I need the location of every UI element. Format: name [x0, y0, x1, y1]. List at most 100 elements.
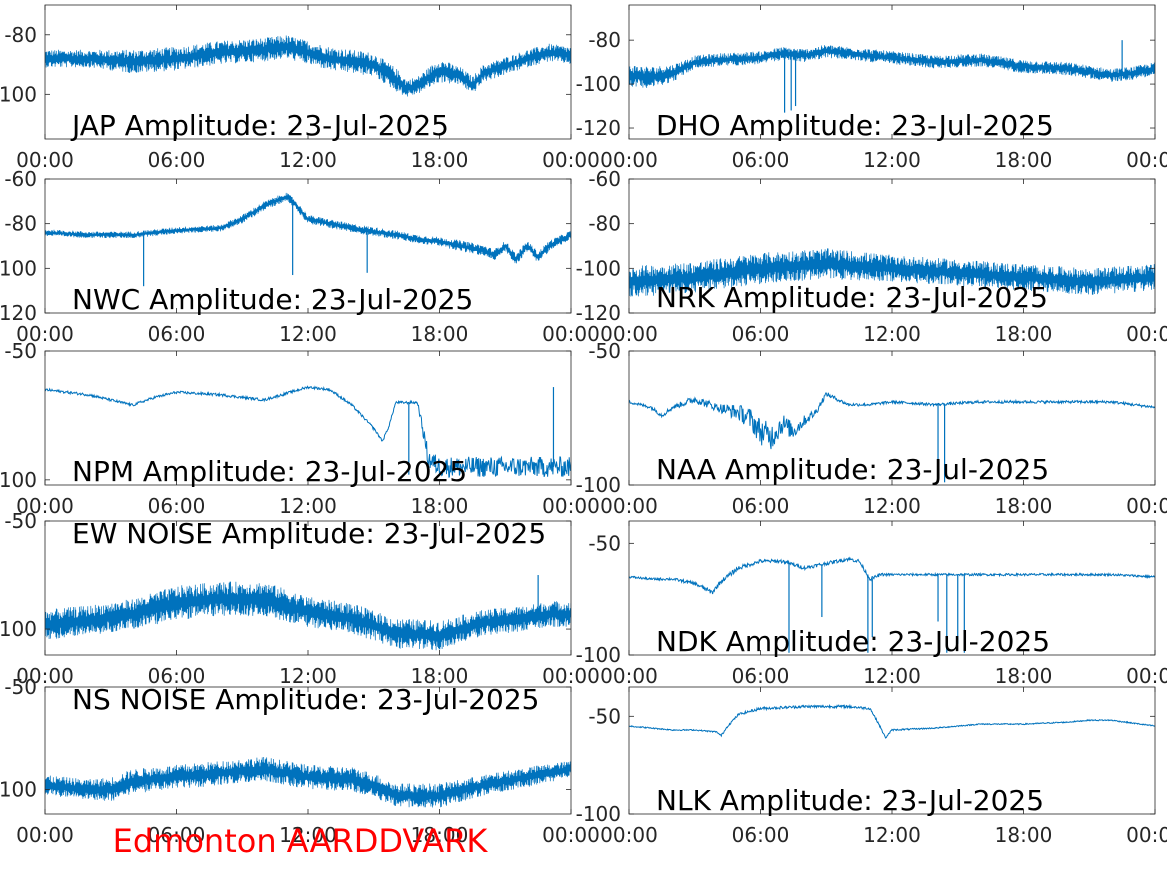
y-tick-label: -50	[4, 675, 37, 699]
y-tick-label: -80	[588, 28, 621, 52]
y-tick-label: 120	[0, 301, 37, 325]
x-tick-label: 06:00	[148, 322, 206, 346]
panel-2: 00:00 06:00 12:00 18:00 00:00 -80 -100 -120 DHO …	[576, 4, 1167, 172]
x-tick-label: 00:00	[1126, 823, 1167, 847]
series-line-5-1	[45, 385, 571, 478]
y-tick-label: -80	[4, 212, 37, 236]
y-tick-label: -100	[576, 643, 621, 667]
y-tick-label: -60	[4, 167, 37, 191]
x-tick-label: 12:00	[863, 148, 921, 172]
series-line-4-1	[629, 248, 1155, 297]
x-tick-label: 12:00	[279, 322, 337, 346]
panel-title: DHO Amplitude: 23-Jul-2025	[656, 109, 1054, 142]
y-tick-label: -120	[576, 116, 621, 140]
x-tick-label: 00:00	[542, 823, 600, 847]
x-tick-label: 06:00	[732, 823, 790, 847]
y-tick-label: -100	[576, 72, 621, 96]
panel-title: NLK Amplitude: 23-Jul-2025	[656, 784, 1044, 817]
x-tick-label: 06:00	[148, 823, 206, 847]
series-line-8-1	[629, 556, 1155, 595]
y-tick-label: -50	[588, 704, 621, 728]
x-tick-label: 18:00	[995, 494, 1053, 518]
x-tick-label: 00:00	[600, 823, 658, 847]
x-tick-label: 12:00	[279, 823, 337, 847]
y-tick-label: 100	[0, 82, 37, 106]
x-tick-label: 00:00	[16, 494, 74, 518]
y-tick-label: -50	[588, 531, 621, 555]
series-line-2-1	[629, 45, 1155, 89]
y-tick-label: -50	[4, 339, 37, 363]
x-tick-label: 00:00	[542, 148, 600, 172]
x-tick-label: 18:00	[995, 148, 1053, 172]
y-tick-label: 100	[0, 468, 37, 492]
panel-6: 00:00 06:00 12:00 18:00 00:00 -50 -100 NAA Ampl…	[576, 339, 1167, 518]
x-tick-label: 18:00	[995, 664, 1053, 688]
panel-5: 00:00 06:00 12:00 18:00 00:00 -50 100 NPM Ampli…	[0, 339, 600, 518]
x-tick-label: 18:00	[995, 322, 1053, 346]
panel-8: 00:00 06:00 12:00 18:00 00:00 -50 -100 NDK Ampl…	[576, 520, 1167, 688]
x-tick-label: 00:00	[542, 494, 600, 518]
y-tick-label: -80	[588, 212, 621, 236]
x-tick-label: 00:00	[1126, 322, 1167, 346]
x-tick-label: 18:00	[411, 322, 469, 346]
panel-7: 00:00 06:00 12:00 18:00 00:00 -50 100 EW NOISE …	[0, 509, 600, 688]
x-tick-label: 00:00	[542, 322, 600, 346]
x-tick-label: 00:00	[600, 494, 658, 518]
y-tick-label: 100	[0, 617, 37, 641]
y-tick-label: -100	[576, 802, 621, 826]
x-tick-label: 00:00	[600, 322, 658, 346]
x-tick-label: 00:00	[1126, 664, 1167, 688]
panel-title: NAA Amplitude: 23-Jul-2025	[656, 453, 1049, 486]
panel-1: 00:00 06:00 12:00 18:00 00:00 -80 100 JAP Ampli…	[0, 4, 600, 172]
x-tick-label: 00:00	[600, 148, 658, 172]
series-line-9-1	[45, 756, 571, 808]
series-line-3-1	[45, 192, 571, 264]
series-line-7-1	[45, 581, 571, 651]
panel-title: NRK Amplitude: 23-Jul-2025	[656, 281, 1048, 314]
x-tick-label: 00:00	[542, 664, 600, 688]
x-tick-label: 00:00	[1126, 494, 1167, 518]
series-line-6-1	[629, 391, 1155, 450]
x-tick-label: 18:00	[411, 664, 469, 688]
x-tick-label: 06:00	[148, 148, 206, 172]
panel-3: 00:00 06:00 12:00 18:00 00:00 -60 -80 100 120 NWC…	[0, 167, 600, 346]
x-tick-label: 00:00	[1126, 148, 1167, 172]
panel-10: 00:00 06:00 12:00 18:00 00:00 -50 -100 NLK Ampl…	[576, 686, 1167, 847]
panel-title: EW NOISE Amplitude: 23-Jul-2025	[72, 517, 546, 550]
x-tick-label: 00:00	[16, 322, 74, 346]
x-tick-label: 12:00	[279, 664, 337, 688]
y-tick-label: -80	[4, 23, 37, 47]
y-tick-label: 100	[0, 777, 37, 801]
x-tick-label: 12:00	[863, 494, 921, 518]
panel-title: JAP Amplitude: 23-Jul-2025	[70, 109, 449, 142]
y-tick-label: 100	[0, 256, 37, 280]
x-tick-label: 12:00	[863, 664, 921, 688]
x-tick-label: 06:00	[148, 664, 206, 688]
y-tick-label: -100	[576, 256, 621, 280]
y-tick-label: -100	[576, 473, 621, 497]
footer-label: Edmonton AARDDVARK	[113, 822, 489, 860]
x-tick-label: 00:00	[16, 148, 74, 172]
panel-4: 00:00 06:00 12:00 18:00 00:00 -60 -80 -100 -120 N…	[576, 167, 1167, 346]
panel-title: NDK Amplitude: 23-Jul-2025	[656, 625, 1050, 658]
x-tick-label: 06:00	[732, 322, 790, 346]
x-tick-label: 18:00	[411, 148, 469, 172]
y-tick-label: -50	[588, 339, 621, 363]
series-line-1-1	[45, 35, 571, 97]
x-tick-label: 00:00	[16, 664, 74, 688]
y-tick-label: -50	[4, 509, 37, 533]
x-tick-label: 00:00	[600, 664, 658, 688]
x-tick-label: 06:00	[732, 494, 790, 518]
x-tick-label: 18:00	[995, 823, 1053, 847]
x-tick-label: 00:00	[16, 823, 74, 847]
series-line-10-1	[629, 703, 1155, 739]
x-tick-label: 18:00	[411, 823, 469, 847]
y-tick-label: -120	[576, 301, 621, 325]
x-tick-label: 06:00	[732, 148, 790, 172]
x-tick-label: 06:00	[148, 494, 206, 518]
y-tick-label: -60	[588, 167, 621, 191]
panel-title: NWC Amplitude: 23-Jul-2025	[72, 283, 473, 316]
x-tick-label: 12:00	[863, 823, 921, 847]
x-tick-label: 18:00	[411, 494, 469, 518]
